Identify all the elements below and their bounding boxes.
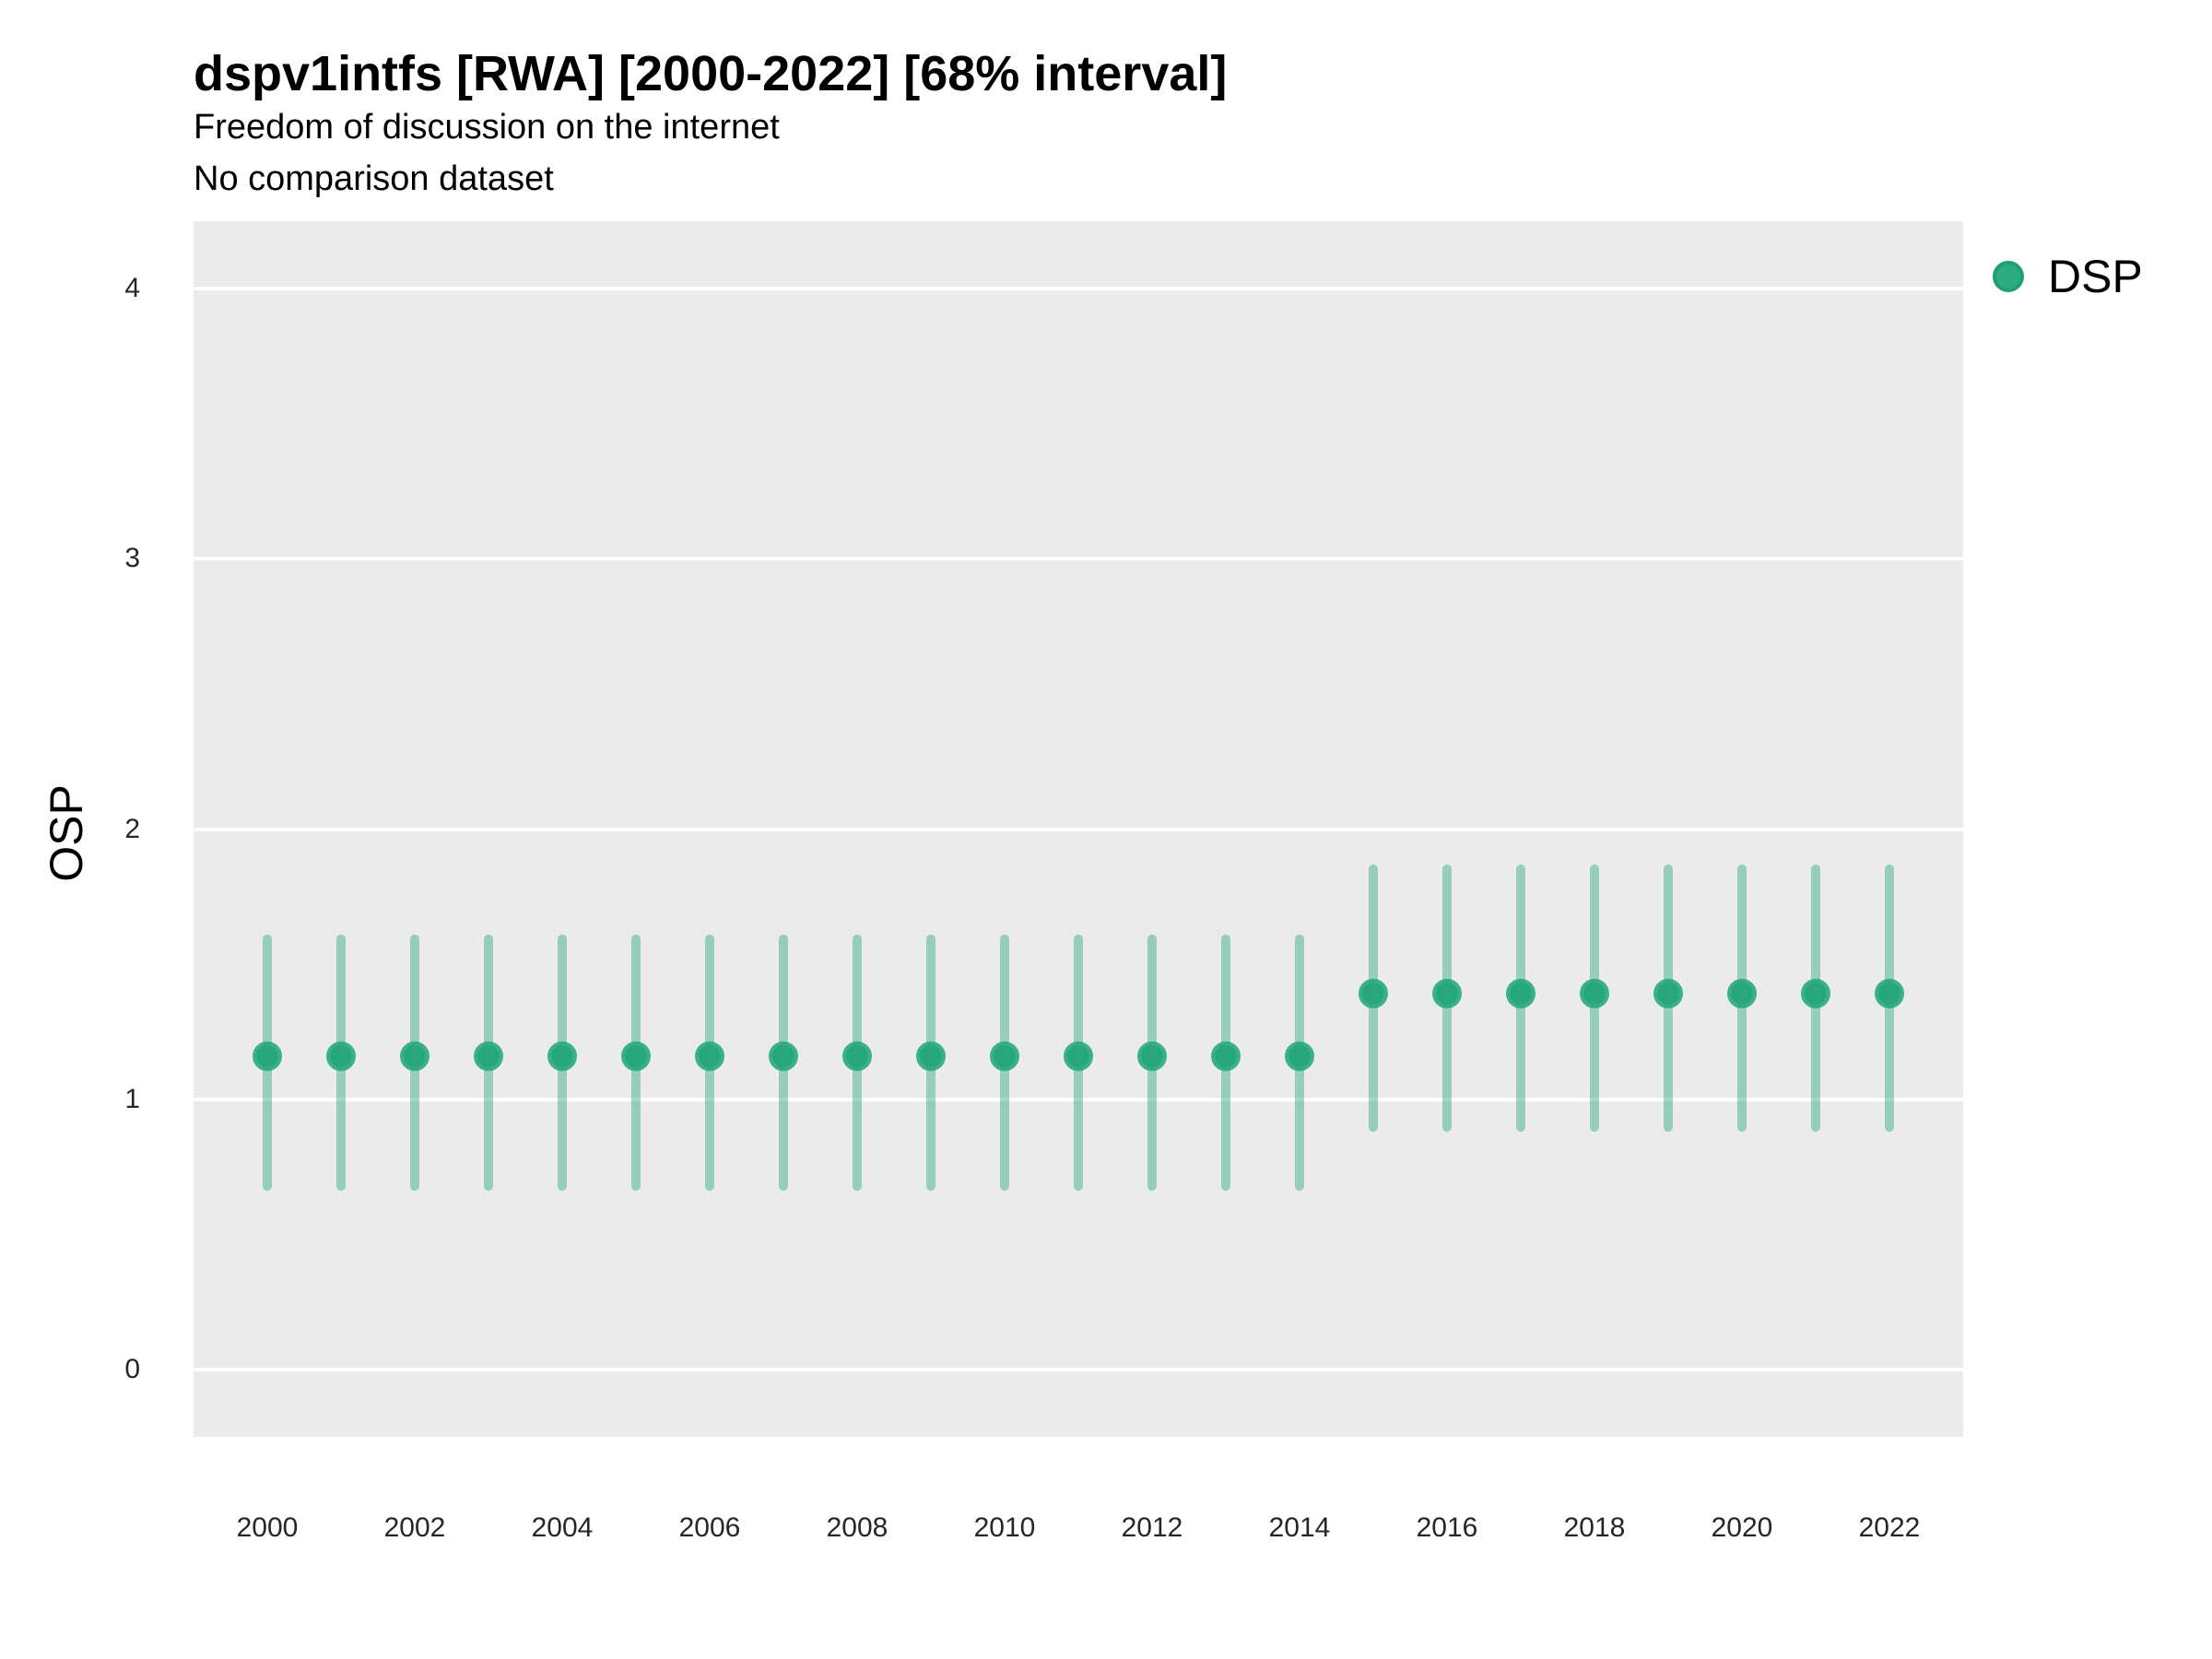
point-dsp-2008 (842, 1041, 872, 1071)
interval-bar-dsp-2020 (1737, 864, 1747, 1132)
interval-bar-dsp-2012 (1147, 934, 1157, 1192)
x-tick-label-2020: 2020 (1711, 1512, 1773, 1543)
interval-bar-dsp-2022 (1885, 864, 1894, 1132)
y-tick-label-0: 0 (124, 1353, 140, 1384)
interval-bar-dsp-2007 (779, 934, 788, 1192)
interval-bar-dsp-2018 (1590, 864, 1599, 1132)
gridline-y-0 (194, 1367, 1963, 1371)
x-tick-label-2000: 2000 (236, 1512, 299, 1543)
interval-bar-dsp-2000 (263, 934, 272, 1192)
y-tick-label-3: 3 (124, 543, 140, 574)
point-dsp-2010 (990, 1041, 1019, 1071)
point-dsp-2006 (695, 1041, 724, 1071)
x-tick-label-2014: 2014 (1268, 1512, 1331, 1543)
chart-subtitle-line2: No comparison dataset (194, 159, 554, 198)
point-dsp-2022 (1875, 979, 1904, 1009)
point-dsp-2013 (1211, 1041, 1241, 1071)
interval-bar-dsp-2003 (484, 934, 493, 1192)
interval-bar-dsp-2011 (1074, 934, 1083, 1192)
point-dsp-2004 (547, 1041, 577, 1071)
x-tick-label-2004: 2004 (531, 1512, 594, 1543)
point-dsp-2020 (1727, 979, 1757, 1009)
point-dsp-2000 (253, 1041, 282, 1071)
y-tick-label-4: 4 (124, 273, 140, 304)
point-dsp-2012 (1137, 1041, 1167, 1071)
legend-point-icon (1993, 261, 2024, 292)
x-tick-label-2018: 2018 (1563, 1512, 1626, 1543)
interval-bar-dsp-2016 (1442, 864, 1452, 1132)
point-dsp-2001 (326, 1041, 356, 1071)
interval-bar-dsp-2010 (1000, 934, 1009, 1192)
y-tick-label-1: 1 (124, 1083, 140, 1114)
gridline-y-4 (194, 287, 1963, 291)
interval-bar-dsp-2017 (1516, 864, 1525, 1132)
x-tick-label-2006: 2006 (678, 1512, 741, 1543)
plot-panel (194, 221, 1963, 1437)
point-dsp-2021 (1801, 979, 1830, 1009)
interval-bar-dsp-2013 (1221, 934, 1230, 1192)
y-tick-label-2: 2 (124, 813, 140, 844)
x-tick-label-2008: 2008 (826, 1512, 888, 1543)
point-dsp-2002 (400, 1041, 429, 1071)
point-dsp-2014 (1285, 1041, 1314, 1071)
point-dsp-2019 (1653, 979, 1683, 1009)
interval-bar-dsp-2015 (1369, 864, 1378, 1132)
point-dsp-2011 (1064, 1041, 1093, 1071)
interval-bar-dsp-2001 (336, 934, 346, 1192)
point-dsp-2005 (621, 1041, 651, 1071)
gridline-y-1 (194, 1097, 1963, 1101)
interval-bar-dsp-2009 (926, 934, 935, 1192)
point-dsp-2015 (1359, 979, 1388, 1009)
point-dsp-2003 (474, 1041, 503, 1071)
x-tick-label-2010: 2010 (973, 1512, 1036, 1543)
gridline-y-2 (194, 827, 1963, 831)
x-tick-label-2022: 2022 (1858, 1512, 1921, 1543)
point-dsp-2007 (769, 1041, 798, 1071)
legend: DSP (1993, 249, 2143, 304)
interval-bar-dsp-2008 (853, 934, 862, 1192)
interval-bar-dsp-2021 (1811, 864, 1820, 1132)
interval-bar-dsp-2006 (705, 934, 714, 1192)
interval-bar-dsp-2014 (1295, 934, 1304, 1192)
interval-bar-dsp-2004 (558, 934, 567, 1192)
interval-bar-dsp-2002 (410, 934, 419, 1192)
chart-title: dspv1intfs [RWA] [2000-2022] [68% interv… (194, 46, 1228, 101)
interval-bar-dsp-2019 (1664, 864, 1673, 1132)
x-tick-label-2012: 2012 (1121, 1512, 1183, 1543)
point-dsp-2016 (1432, 979, 1462, 1009)
point-dsp-2018 (1580, 979, 1609, 1009)
point-dsp-2009 (916, 1041, 946, 1071)
chart-subtitle: Freedom of discussion on the internet No… (194, 101, 780, 205)
x-tick-label-2002: 2002 (383, 1512, 446, 1543)
x-tick-label-2016: 2016 (1416, 1512, 1478, 1543)
interval-bar-dsp-2005 (631, 934, 641, 1192)
legend-label: DSP (2048, 251, 2143, 302)
point-dsp-2017 (1506, 979, 1535, 1009)
chart-subtitle-line1: Freedom of discussion on the internet (194, 108, 780, 147)
gridline-y-3 (194, 557, 1963, 561)
